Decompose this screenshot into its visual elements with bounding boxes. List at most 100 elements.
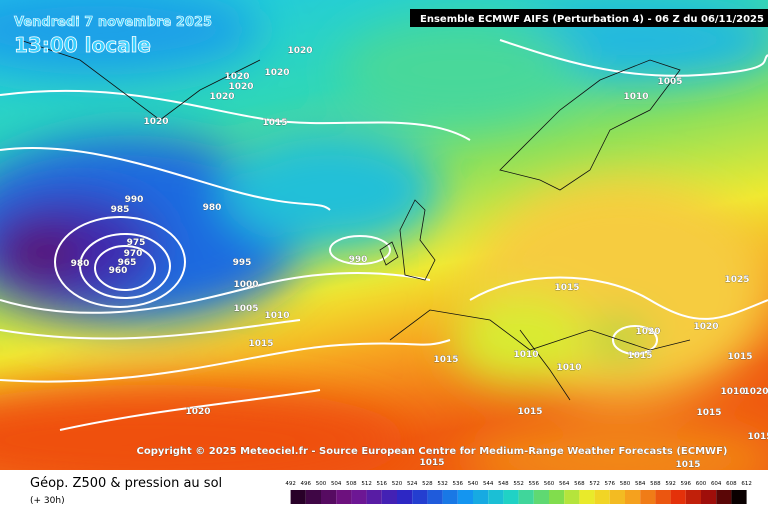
colorbar-label: 500 — [316, 481, 327, 487]
isobar-label: 1010 — [623, 92, 648, 102]
colorbar-label: 592 — [665, 481, 676, 487]
isobars — [0, 39, 768, 431]
colorbar-swatch — [655, 490, 671, 504]
isobar-label: 1015 — [675, 460, 700, 470]
footer-title: Géop. Z500 & pression au sol — [30, 476, 222, 491]
colorbar-swatch — [397, 490, 413, 504]
colorbar-label: 600 — [696, 481, 707, 487]
isobar-label: 1015 — [517, 407, 542, 417]
isobar-label: 970 — [124, 249, 143, 259]
isobar-label: 1010 — [513, 350, 538, 360]
model-text: Ensemble ECMWF AIFS (Perturbation 4) - 0… — [420, 14, 764, 25]
colorbar-label: 552 — [513, 481, 524, 487]
copyright: Copyright © 2025 Meteociel.fr - Source E… — [137, 446, 728, 457]
isobar-label: 1020 — [287, 46, 312, 56]
colorbar-label: 536 — [453, 481, 464, 487]
colorbar-swatch — [503, 490, 519, 504]
colorbar-swatch — [731, 490, 747, 504]
colorbar-label: 572 — [589, 481, 600, 487]
colorbar-swatch — [564, 490, 580, 504]
colorbar-label: 540 — [468, 481, 479, 487]
colorbar-swatch — [594, 490, 610, 504]
isobar-label: 990 — [125, 195, 144, 205]
isobar-label: 1010 — [720, 387, 745, 397]
colorbar-swatch — [427, 490, 443, 504]
colorbar-label: 520 — [392, 481, 403, 487]
colorbar-swatch — [625, 490, 641, 504]
colorbar-label: 508 — [346, 481, 357, 487]
colorbar-label: 504 — [331, 481, 342, 487]
isobar-label: 1015 — [696, 408, 721, 418]
colorbar-swatch — [412, 490, 428, 504]
isobar-label: 985 — [111, 205, 130, 215]
colorbar-label: 544 — [483, 481, 494, 487]
isobar-label: 1015 — [627, 351, 652, 361]
isobar-label: 1015 — [433, 355, 458, 365]
colorbar-label: 492 — [285, 481, 296, 487]
colorbar-swatch — [670, 490, 686, 504]
isobar-label: 1020 — [209, 92, 234, 102]
colorbar-swatch — [518, 490, 534, 504]
isobar-label: 1005 — [233, 304, 258, 314]
colorbar-label: 604 — [711, 481, 722, 487]
model-banner — [410, 9, 768, 27]
isobar-label: 1020 — [743, 387, 768, 397]
colorbar-label: 596 — [681, 481, 692, 487]
colorbar-label: 568 — [574, 481, 585, 487]
isobar-label: 1020 — [143, 117, 168, 127]
colorbar-label: 496 — [301, 481, 312, 487]
colorbar-label: 612 — [741, 481, 752, 487]
colorbar-label: 516 — [377, 481, 388, 487]
isobar-label: 995 — [233, 258, 252, 268]
isobar-label: 975 — [127, 238, 146, 248]
colorbar-swatch — [290, 490, 306, 504]
time-text: 13:00 locale — [14, 33, 151, 57]
isobar-label: 1020 — [224, 72, 249, 82]
colorbar-label: 556 — [529, 481, 540, 487]
colorbar-swatch — [488, 490, 504, 504]
colorbar-swatch — [366, 490, 382, 504]
colorbar-swatch — [442, 490, 458, 504]
isobar-label: 1020 — [264, 68, 289, 78]
isobar-label: 965 — [118, 258, 137, 268]
coastlines — [19, 39, 691, 401]
colorbar-swatch — [609, 490, 625, 504]
colorbar-label: 584 — [635, 481, 646, 487]
isobar-label: 1010 — [556, 363, 581, 373]
isobar-label: 1015 — [554, 283, 579, 293]
isobar-label: 1015 — [419, 458, 444, 468]
colorbar-label: 608 — [726, 481, 737, 487]
colorbar-swatch — [473, 490, 489, 504]
colorbar-swatch — [381, 490, 397, 504]
colorbar-swatch — [701, 490, 717, 504]
colorbar: 492 496 500 504 508 512 516 520 524 528 532 536 540 5… — [285, 481, 752, 504]
isobar-label: 1015 — [262, 118, 287, 128]
colorbar-label: 564 — [559, 481, 570, 487]
colorbar-swatch — [336, 490, 352, 504]
colorbar-label: 588 — [650, 481, 661, 487]
colorbar-swatch — [579, 490, 595, 504]
colorbar-swatch — [533, 490, 549, 504]
colorbar-label: 532 — [437, 481, 448, 487]
date-text: Vendredi 7 novembre 2025 — [14, 15, 212, 30]
isobar-label: 980 — [203, 203, 222, 213]
colorbar-swatch — [351, 490, 367, 504]
colorbar-label: 524 — [407, 481, 418, 487]
colorbar-swatch — [716, 490, 732, 504]
colorbar-label: 580 — [620, 481, 631, 487]
isobar-label: 960 — [109, 266, 128, 276]
isobar-label: 1025 — [724, 275, 749, 285]
isobar-label: 1020 — [635, 327, 660, 337]
colorbar-swatch — [305, 490, 321, 504]
colorbar-label: 512 — [361, 481, 372, 487]
colorbar-label: 548 — [498, 481, 509, 487]
colorbar-swatch — [685, 490, 701, 504]
isobar-label: 990 — [349, 255, 368, 265]
isobar-label: 1015 — [248, 339, 273, 349]
isobar-label: 1015 — [727, 352, 752, 362]
isobar-label: 1020 — [228, 82, 253, 92]
colorbar-label: 560 — [544, 481, 555, 487]
